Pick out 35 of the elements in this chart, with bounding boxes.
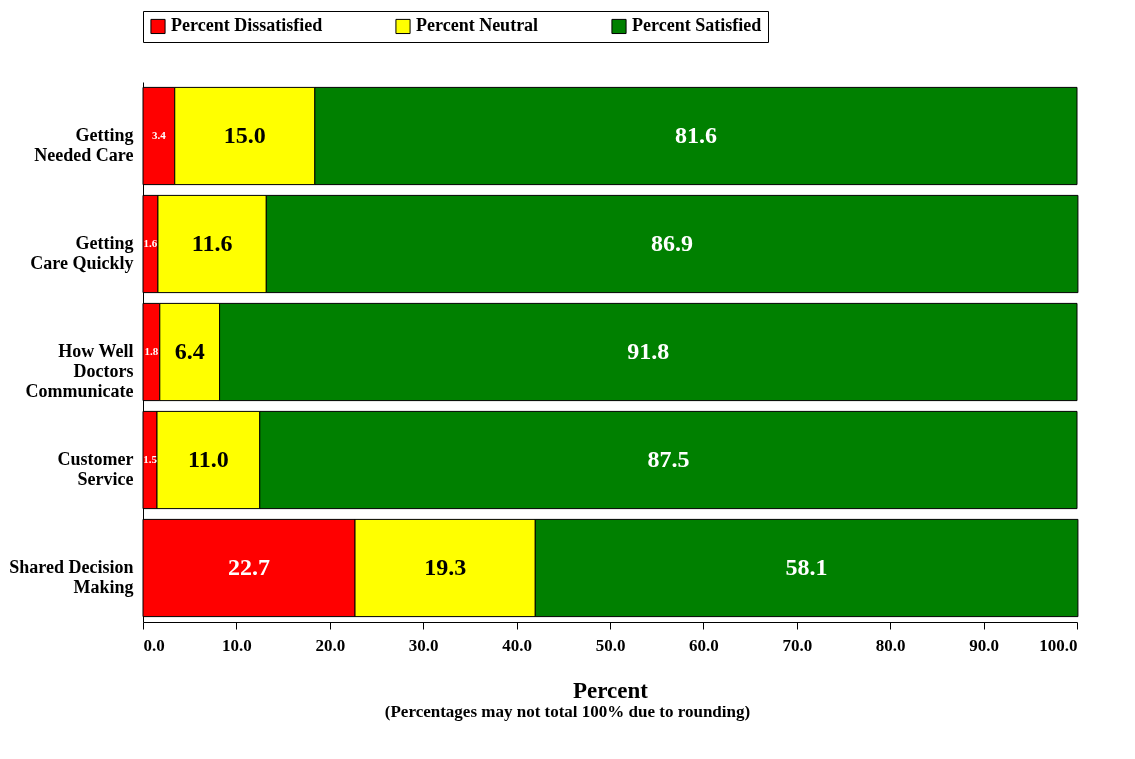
- data-label: 22.7: [228, 554, 271, 580]
- data-label: 91.8: [627, 338, 670, 364]
- data-label: 1.8: [144, 345, 159, 357]
- data-label: 19.3: [424, 554, 467, 580]
- data-label: 3.4: [152, 129, 167, 141]
- y-tick-label: Getting Needed Care: [34, 125, 134, 165]
- data-label: 6.4: [174, 338, 205, 364]
- y-tick-label: Getting Care Quickly: [30, 233, 134, 273]
- x-tick-label: 40.0: [502, 635, 532, 655]
- legend-label: Percent Neutral: [416, 15, 539, 36]
- x-axis-title: Percent: [573, 677, 649, 703]
- data-label: 11.6: [191, 230, 233, 256]
- x-tick-label: 100.0: [1039, 635, 1078, 655]
- x-tick-label: 70.0: [782, 635, 813, 655]
- x-tick-label: 80.0: [875, 635, 906, 655]
- x-tick-label: 50.0: [595, 635, 626, 655]
- data-label: 15.0: [223, 122, 266, 148]
- x-tick-label: 60.0: [689, 635, 719, 655]
- data-label: 11.0: [188, 446, 229, 472]
- x-tick-label: 20.0: [315, 635, 346, 655]
- legend-label: Percent Satisfied: [632, 15, 762, 36]
- data-label: 1.6: [143, 237, 158, 249]
- x-tick-label: 0.0: [143, 635, 165, 655]
- legend-label: Percent Dissatisfied: [171, 15, 323, 36]
- data-label: 86.9: [651, 230, 694, 256]
- y-tick-label: Customer Service: [57, 449, 134, 489]
- x-tick-label: 10.0: [222, 635, 252, 655]
- x-tick-label: 90.0: [969, 635, 999, 655]
- data-label: 58.1: [785, 554, 828, 580]
- text: (Percentages may not total 100% due to rounding): [383, 702, 752, 722]
- data-label: 87.5: [647, 446, 690, 472]
- y-tick-label: How Well Doctors Communicate: [25, 341, 134, 401]
- data-label: 81.6: [674, 122, 717, 148]
- x-tick-label: 30.0: [408, 635, 439, 655]
- y-tick-label: Shared Decision Making: [9, 557, 134, 597]
